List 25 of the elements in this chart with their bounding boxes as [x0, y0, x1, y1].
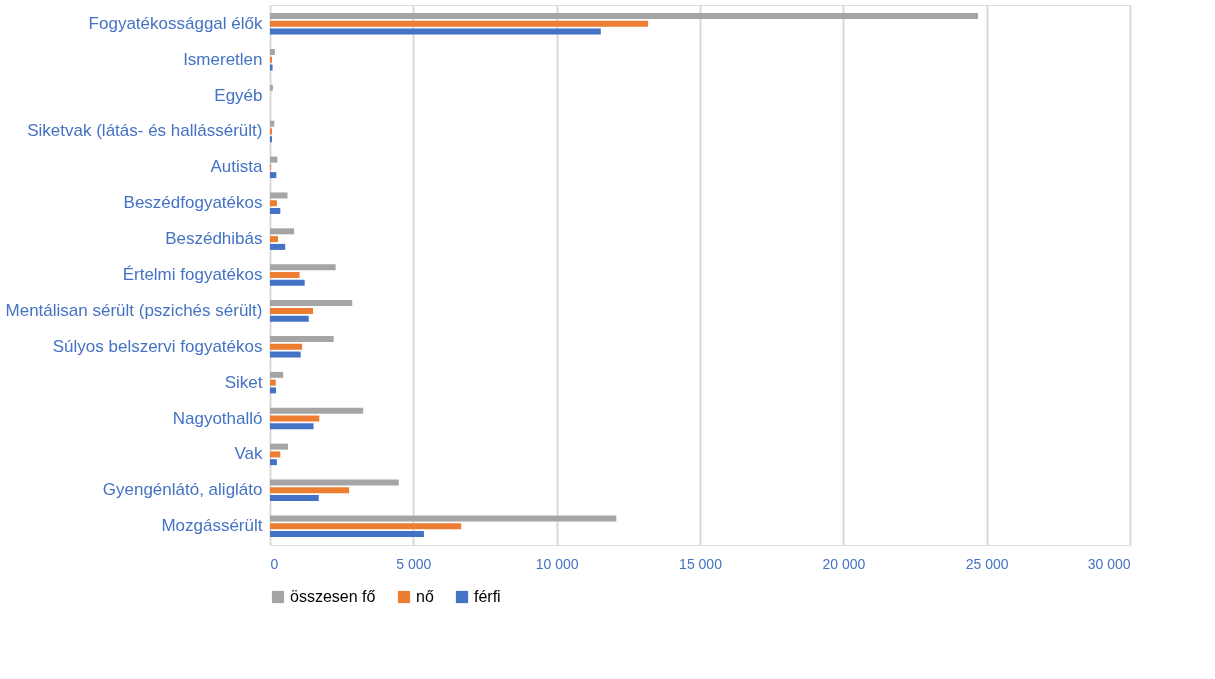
x-tick-label: 5 000	[396, 555, 432, 572]
y-tick-label: Gyengénlátó, aligláto	[102, 480, 263, 500]
x-tick-label: 30 000	[1087, 555, 1131, 572]
x-tick-label: 15 000	[679, 555, 723, 572]
x-tick-label: 25 000	[965, 555, 1009, 572]
y-tick-label: Siketvak (látás- és hallássérült)	[27, 121, 263, 141]
y-tick-label: Siket	[224, 372, 263, 392]
x-tick-label: 10 000	[535, 555, 579, 572]
y-tick-label: Autista	[210, 157, 264, 177]
x-tick-label: 0	[270, 555, 279, 572]
x-tick-label: 20 000	[822, 555, 866, 572]
legend-label: összesen fő	[290, 588, 376, 605]
y-tick-label: Értelmi fogyatékos	[122, 265, 263, 284]
legend-label: férfi	[474, 588, 501, 605]
y-tick-label: Mentálisan sérült (pszichés sérült)	[5, 300, 263, 320]
y-tick-label: Egyéb	[214, 85, 263, 105]
y-tick-label: Súlyos belszervi fogyatékos	[52, 336, 263, 356]
y-tick-label: Nagyothalló	[172, 408, 263, 428]
y-tick-label: Vak	[234, 444, 263, 464]
y-tick-label: Mozgássérült	[161, 516, 263, 536]
y-tick-label: Fogyatékossággal élők	[88, 13, 263, 33]
legend-label: nő	[416, 588, 434, 605]
y-tick-label: Beszédfogyatékos	[123, 193, 263, 213]
y-tick-label: Beszédhibás	[165, 229, 263, 249]
y-tick-label: Ismeretlen	[183, 49, 263, 69]
